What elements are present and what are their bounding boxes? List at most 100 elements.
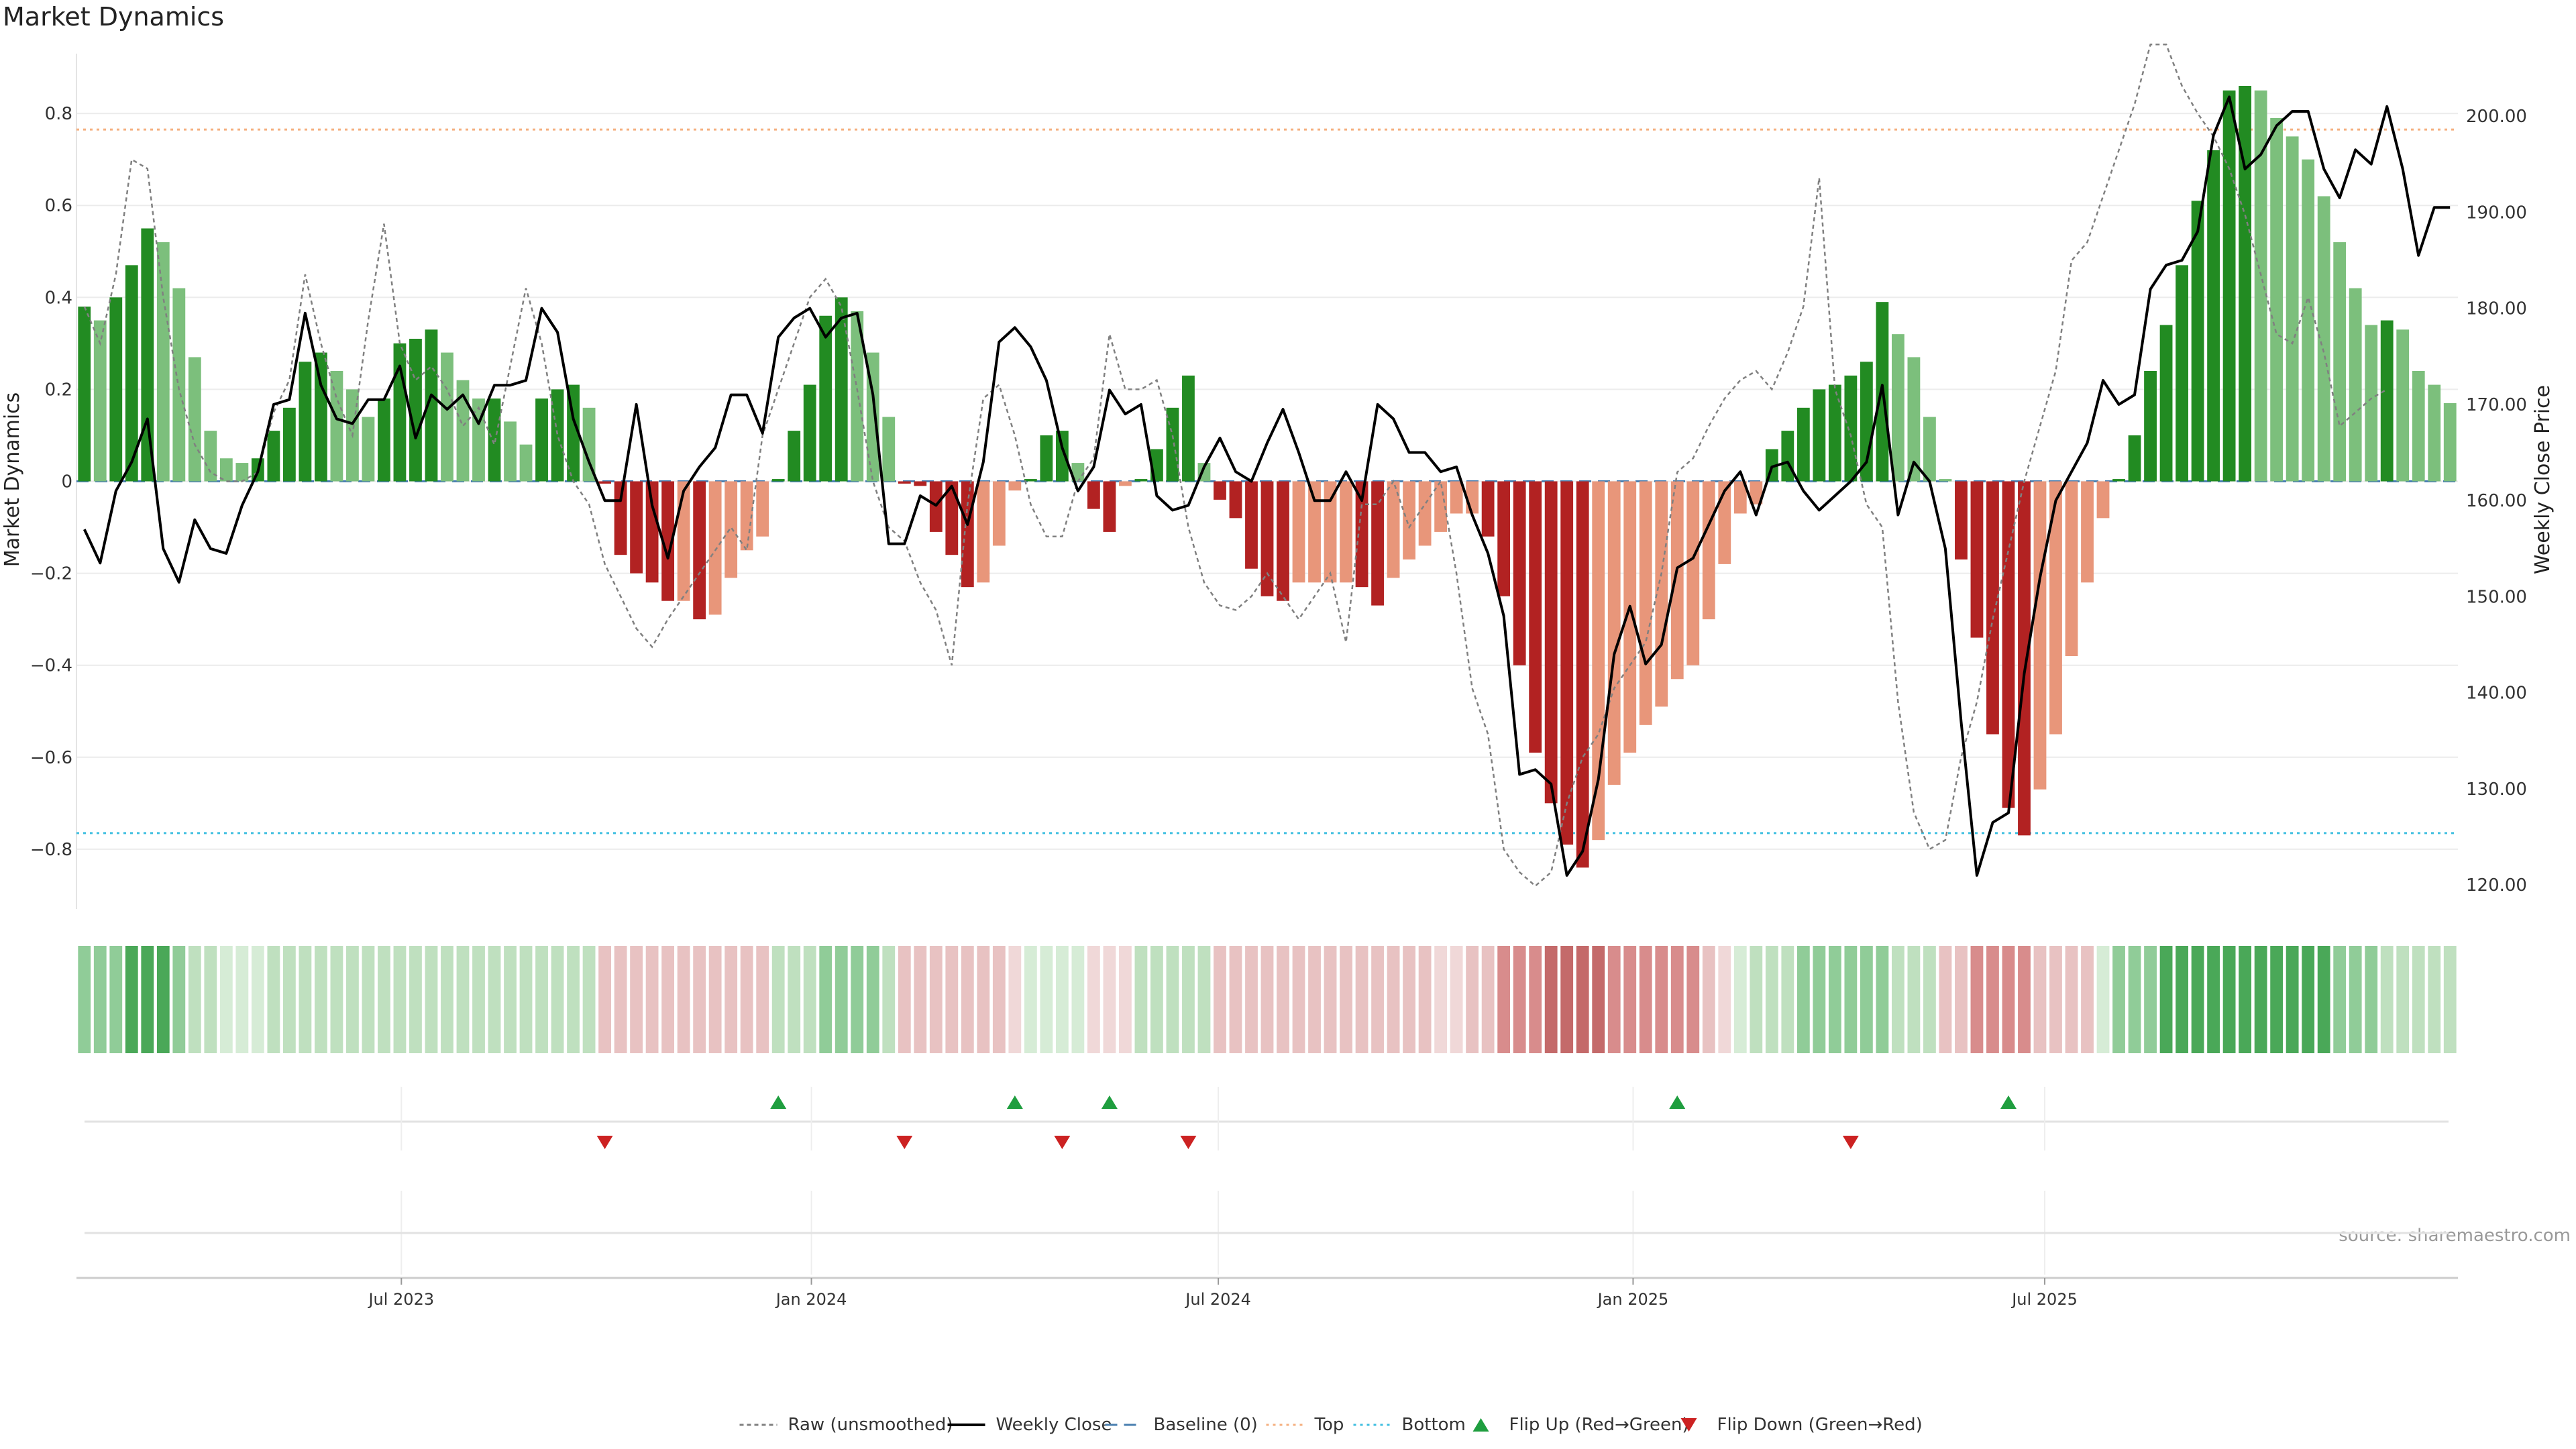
md-bar [2081,481,2094,583]
md-bar [851,311,864,482]
strip-cell [1166,946,1179,1053]
md-bar [693,481,706,620]
strip-cell [1702,946,1715,1053]
strip-cell [1403,946,1415,1053]
strip-cell [2207,946,2220,1053]
md-bar [109,297,123,482]
strip-cell [1750,946,1763,1053]
strip-cell [1387,946,1400,1053]
md-bar [488,398,501,482]
strip-cell [1355,946,1368,1053]
strip-cell [961,946,974,1053]
md-bar [992,481,1006,546]
y-right-tick-label: 170.00 [2466,395,2527,415]
strip-cell [1607,946,1621,1053]
strip-cell [204,946,217,1053]
strip-cell [740,946,753,1053]
md-bar [677,481,690,601]
md-bar [2222,90,2236,482]
y-right-tick-label: 160.00 [2466,491,2527,511]
flip-up-marker [1669,1095,1686,1109]
strip-cell [2112,946,2125,1053]
md-bar [582,407,596,482]
strip-cell [1260,946,1274,1053]
strip-cell [2254,946,2267,1053]
x-tick-label: Jul 2025 [2010,1290,2078,1309]
md-bar [1277,481,1289,601]
legend-label: Bottom [1402,1415,1466,1435]
strip-cell [1434,946,1448,1053]
y-left-tick-label: −0.8 [30,840,72,860]
strip-cell [125,946,138,1053]
md-bar [1403,481,1415,560]
strip-cell [441,946,453,1053]
strip-cell [1529,946,1542,1053]
y-left-tick-label: 0.2 [45,380,72,400]
y-right-tick-label: 190.00 [2466,203,2527,223]
md-bar [1813,389,1826,482]
md-bar [1513,481,1526,665]
strip-cell [2286,946,2299,1053]
strip-cell [456,946,470,1053]
strip-cell [1781,946,1794,1053]
md-bar [1828,384,1841,482]
md-bar [2333,242,2347,482]
md-bar [2317,196,2330,482]
md-bar [1970,481,1984,638]
x-tick-label: Jul 2024 [1184,1290,1251,1309]
strip-cell [172,946,186,1053]
strip-cell [866,946,879,1053]
flip-down-marker [1180,1136,1197,1149]
flip-down-marker [1842,1136,1859,1149]
legend: Raw (unsmoothed) Weekly Close Baseline (0)… [739,1415,1923,1435]
strip-cell [771,946,785,1053]
legend-label: Weekly Close [996,1415,1112,1435]
chart-title: Market Dynamics [3,2,224,32]
md-bar [125,265,138,482]
strip-cell [1292,946,1305,1053]
strip-cell [393,946,407,1053]
legend-label: Raw (unsmoothed) [788,1415,953,1435]
strip-cell [1071,946,1085,1053]
legend-label: Flip Down (Green→Red) [1717,1415,1923,1435]
md-bar [2065,481,2078,656]
strip-cell [109,946,123,1053]
strip-cell [362,946,375,1053]
md-bar [1607,481,1621,785]
md-bar [1497,481,1511,596]
md-bar [2380,320,2394,482]
strip-cell [1670,946,1684,1053]
strip-cell [315,946,327,1053]
strip-cell [2159,946,2173,1053]
md-bar [219,458,233,482]
strip-cell [1087,946,1100,1053]
strip-cell [708,946,722,1053]
y-axis-right: 200.00 190.00 180.00 170.00 160.00 150.00 140.… [2466,107,2527,896]
md-bar [78,307,91,482]
strip-cell [1828,946,1841,1053]
md-bar [898,481,911,484]
strip-cell [1970,946,1984,1053]
y-right-tick-label: 120.00 [2466,875,2527,896]
md-bar [2159,325,2173,482]
x-axis: Jul 2023 Jan 2024 Jul 2024 Jan 2025 Jul 2025 [76,1277,2458,1309]
strip-cell [1008,946,1022,1053]
strip-cell [977,946,990,1053]
x-tick-label: Jul 2023 [367,1290,434,1309]
strip-cell [551,946,564,1053]
md-bar [1308,481,1321,583]
strip-cell [141,946,154,1053]
md-bar [2286,136,2299,482]
y-right-tick-label: 180.00 [2466,299,2527,319]
strip-cell [1040,946,1053,1053]
strip-cell [898,946,911,1053]
strip-cell [1686,946,1700,1053]
strip-cell [2302,946,2315,1053]
flip-up-marker [1101,1095,1118,1109]
y-axis-right-label: Weekly Close Price [2531,385,2555,574]
md-bar [1844,375,1858,482]
md-bar [835,297,848,482]
x-tick-label: Jan 2024 [775,1290,847,1309]
md-bar [645,481,659,583]
md-bar [1087,481,1100,509]
